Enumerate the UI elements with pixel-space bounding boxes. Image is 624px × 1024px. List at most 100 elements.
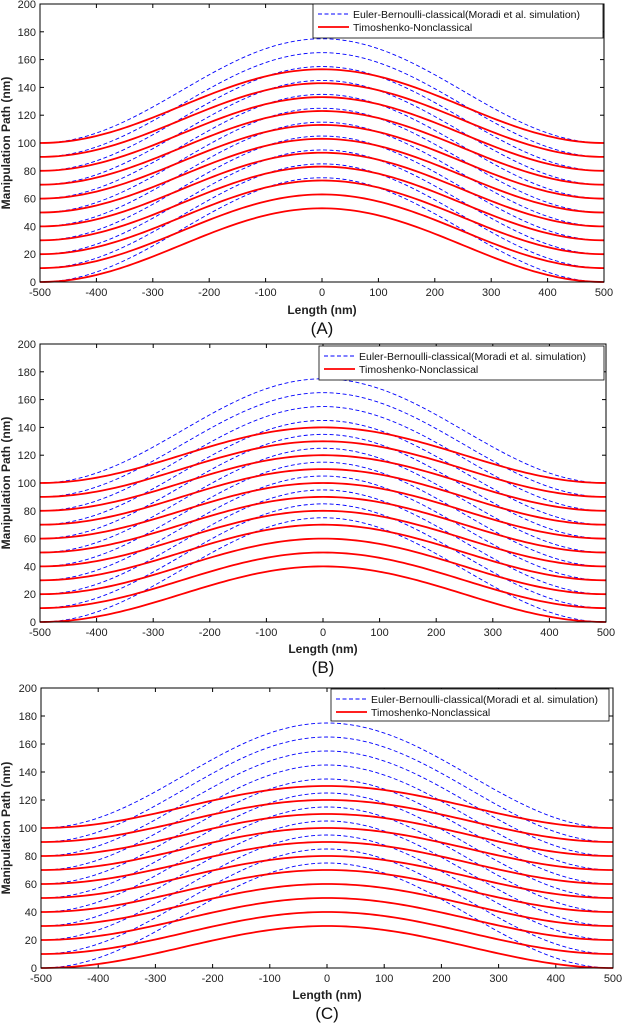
x-tick-label: 100 <box>370 627 388 639</box>
euler-bernoulli-curve <box>39 79 605 186</box>
timoshenko-curve <box>39 468 607 526</box>
timoshenko-curve <box>39 482 607 540</box>
euler-bernoulli-series <box>40 722 614 969</box>
euler-bernoulli-curve <box>40 736 614 843</box>
timoshenko-series <box>39 68 605 283</box>
x-tick-label: 400 <box>538 287 556 299</box>
euler-bernoulli-curve <box>39 461 607 567</box>
legend-label-euler: Euler-Bernoulli-classical(Moradi et al. … <box>353 9 580 21</box>
legend-label-euler: Euler-Bernoulli-classical(Moradi et al. … <box>371 694 598 706</box>
timoshenko-curve <box>39 96 605 172</box>
y-tick-label: 60 <box>24 194 36 206</box>
timoshenko-curve <box>39 523 607 582</box>
y-tick-label: 40 <box>25 907 37 919</box>
timoshenko-curve <box>40 841 614 885</box>
y-tick-label: 160 <box>18 395 36 407</box>
x-tick-label: -300 <box>142 287 164 299</box>
legend: Euler-Bernoulli-classical(Moradi et al. … <box>330 688 610 722</box>
axes-frame <box>39 343 607 623</box>
y-tick-label: 40 <box>24 561 36 573</box>
x-tick-label: -200 <box>198 287 220 299</box>
euler-bernoulli-curve <box>39 163 605 269</box>
timoshenko-curve <box>39 509 607 568</box>
timoshenko-curve <box>40 855 614 899</box>
plot-area <box>40 4 604 282</box>
y-tick-label: 100 <box>18 478 36 490</box>
timoshenko-curve <box>40 813 614 857</box>
legend-box <box>312 3 604 39</box>
x-tick-label: -400 <box>86 627 108 639</box>
euler-bernoulli-curve <box>39 177 605 283</box>
x-axis-label: Length (nm) <box>292 988 361 1002</box>
x-tick-label: 100 <box>375 973 393 985</box>
panel-label: (A) <box>311 319 334 338</box>
euler-bernoulli-curve <box>40 806 614 913</box>
x-tick-label: 100 <box>369 287 387 299</box>
legend-box <box>330 688 610 722</box>
x-tick-label: -300 <box>144 973 166 985</box>
x-tick-label: -200 <box>202 973 224 985</box>
euler-bernoulli-curve <box>39 406 607 512</box>
x-tick-label: -100 <box>255 287 277 299</box>
euler-bernoulli-curve <box>39 93 605 200</box>
x-tick-label: -200 <box>199 627 221 639</box>
y-tick-label: 20 <box>24 589 36 601</box>
y-tick-label: 60 <box>24 534 36 546</box>
euler-bernoulli-curve <box>39 135 605 241</box>
euler-bernoulli-curve <box>40 722 614 829</box>
y-tick-label: 40 <box>24 221 36 233</box>
timoshenko-series <box>40 785 614 969</box>
y-tick-label: 100 <box>19 823 37 835</box>
axes-frame <box>40 687 614 969</box>
y-tick-label: 180 <box>19 711 37 723</box>
y-tick-label: 80 <box>24 506 36 518</box>
x-tick-label: 400 <box>547 973 565 985</box>
y-tick-label: 20 <box>24 249 36 261</box>
timoshenko-curve <box>40 869 614 913</box>
timoshenko-curve <box>39 440 607 498</box>
x-tick-label: 0 <box>320 627 326 639</box>
euler-bernoulli-curve <box>40 862 614 969</box>
legend-box <box>318 345 605 381</box>
euler-bernoulli-series <box>39 38 605 283</box>
x-tick-label: 200 <box>432 973 450 985</box>
euler-bernoulli-curve <box>40 764 614 871</box>
panel-label: (C) <box>315 1004 339 1023</box>
x-tick-label: 500 <box>595 287 613 299</box>
chart-panel-a: -500 -400 -300 -200 -100 0 100 200 300 400 500 0 20 4… <box>0 0 613 338</box>
timoshenko-curve <box>39 565 607 623</box>
timoshenko-curve <box>40 785 614 829</box>
timoshenko-curve <box>39 537 607 596</box>
timoshenko-curve <box>40 897 614 941</box>
x-tick-label: -100 <box>255 627 277 639</box>
timoshenko-curve <box>40 911 614 955</box>
y-axis-label: Manipulation Path (nm) <box>0 77 13 210</box>
y-tick-label: 140 <box>18 82 36 94</box>
legend-label-timoshenko: Timoshenko-Nonclassical <box>371 707 490 719</box>
x-tick-label: -500 <box>29 287 51 299</box>
timoshenko-curve <box>39 551 607 609</box>
timoshenko-curve <box>39 165 605 242</box>
x-axis-label: Length (nm) <box>287 303 356 317</box>
chart-panel-b: -500 -400 -300 -200 -100 0 100 200 300 400 500 0 20 4… <box>0 339 615 677</box>
x-tick-label: 0 <box>319 287 325 299</box>
y-tick-label: 120 <box>18 450 36 462</box>
x-tick-label: -300 <box>142 627 164 639</box>
timoshenko-curve <box>39 193 605 269</box>
y-tick-label: 140 <box>19 767 37 779</box>
euler-bernoulli-curve <box>39 121 605 227</box>
euler-bernoulli-curve <box>39 475 607 581</box>
x-tick-label: -500 <box>30 973 52 985</box>
legend-label-timoshenko: Timoshenko-Nonclassical <box>353 22 472 34</box>
timoshenko-curve <box>39 68 605 144</box>
legend-label-timoshenko: Timoshenko-Nonclassical <box>359 364 478 376</box>
y-tick-label: 120 <box>18 110 36 122</box>
timoshenko-curve <box>39 137 605 214</box>
y-tick-label: 80 <box>24 166 36 178</box>
y-tick-label: 160 <box>18 55 36 67</box>
timoshenko-series <box>39 426 607 623</box>
x-tick-label: 400 <box>540 627 558 639</box>
timoshenko-curve <box>40 883 614 927</box>
euler-bernoulli-curve <box>40 820 614 927</box>
